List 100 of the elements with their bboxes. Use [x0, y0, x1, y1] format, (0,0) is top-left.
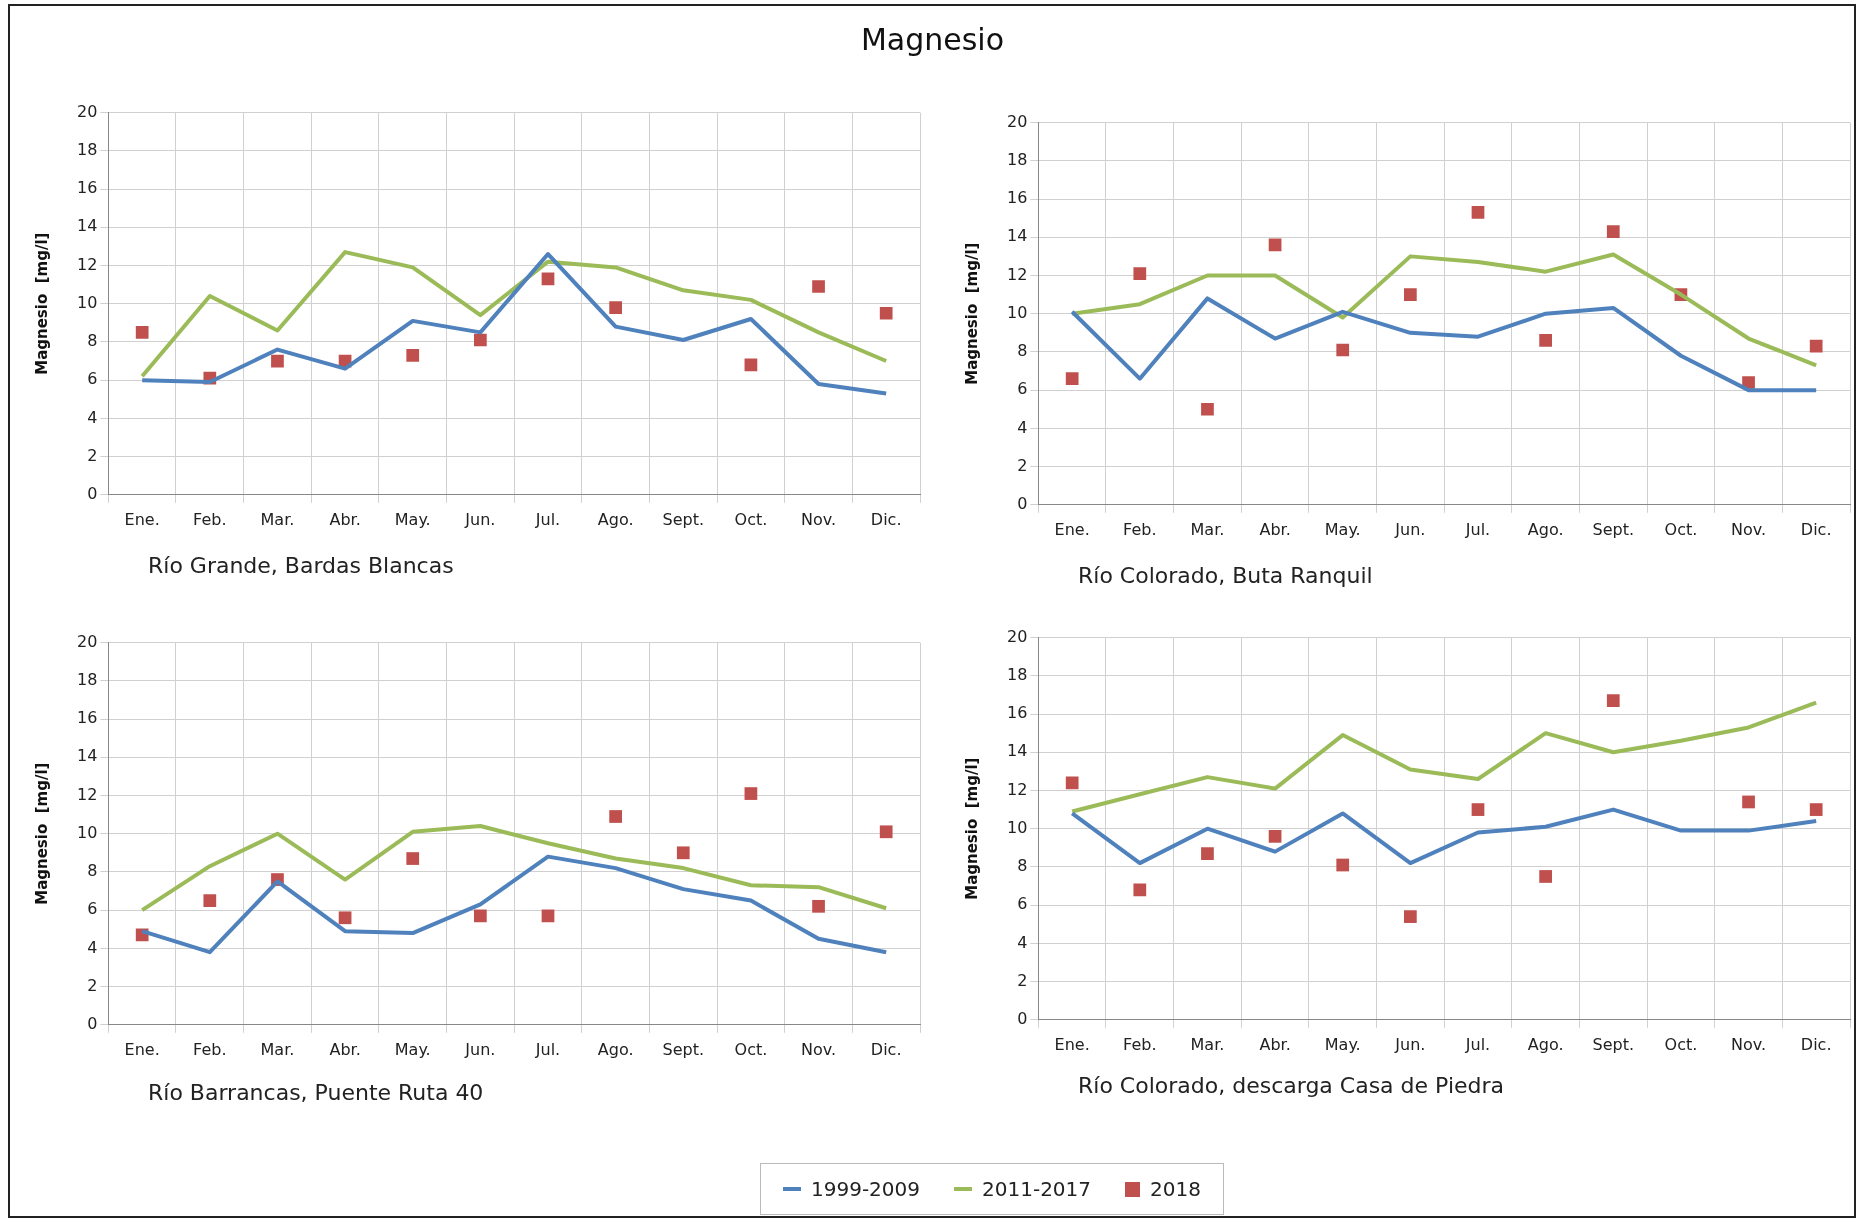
- point: [812, 280, 825, 293]
- y-tick-label: 4: [87, 407, 98, 427]
- y-tick-label: 16: [1007, 188, 1028, 208]
- point: [1471, 206, 1485, 219]
- text: Río Colorado, Buta Ranquil: [1078, 563, 1373, 588]
- point: [676, 846, 690, 860]
- x-tick-label: Abr.: [1259, 1034, 1291, 1054]
- chart-title: Magnesio: [859, 22, 1006, 57]
- y-tick-label: 6: [87, 369, 98, 389]
- x-tick-label: Oct.: [734, 1039, 768, 1059]
- point: [338, 911, 352, 925]
- y-tick-label: 4: [1017, 932, 1028, 952]
- x-tick-label: Ago.: [597, 509, 634, 529]
- y-tick-label: 8: [1017, 856, 1028, 876]
- x-tick-label: Jul.: [1464, 519, 1491, 539]
- x-tick-label: Oct.: [734, 509, 768, 529]
- point: [1742, 795, 1755, 809]
- y-tick-label: 10: [77, 822, 98, 842]
- x-tick-label: Jul.: [1464, 1034, 1491, 1054]
- point: [879, 825, 893, 839]
- point: [744, 358, 758, 372]
- text: Río Grande, Bardas Blancas: [148, 553, 454, 578]
- y-tick-label: 8: [87, 861, 98, 881]
- x-tick-label: Mar.: [1190, 1034, 1225, 1054]
- x-tick-label: Jun.: [1394, 1034, 1426, 1054]
- y-tick-label: 12: [1007, 779, 1028, 799]
- x-tick-label: Oct.: [1664, 519, 1698, 539]
- y-tick-label: 0: [87, 1013, 98, 1033]
- y-tick-label: 20: [77, 631, 98, 651]
- point: [271, 354, 284, 368]
- point: [1404, 288, 1417, 301]
- x-tick-label: Sept.: [662, 509, 705, 529]
- y-axis-title: Magnesio [mg/l]: [962, 242, 981, 385]
- y-tick-label: 4: [1017, 417, 1028, 437]
- point: [1336, 858, 1350, 872]
- x-tick-label: Ago.: [1527, 519, 1564, 539]
- x-tick-label: Jul.: [534, 1039, 561, 1059]
- y-tick-label: 2: [1017, 970, 1028, 990]
- x-tick-label: Mar.: [260, 1039, 295, 1059]
- x-tick-label: Nov.: [801, 509, 837, 529]
- x-tick-label: Jul.: [534, 509, 561, 529]
- y-tick-label: 18: [1007, 149, 1028, 169]
- x-tick-label: Abr.: [329, 509, 361, 529]
- y-tick-label: 14: [1007, 226, 1028, 246]
- y-tick-label: 20: [77, 101, 98, 121]
- point: [474, 909, 487, 923]
- point: [541, 272, 555, 286]
- y-axis-title: Magnesio [mg/l]: [32, 762, 51, 905]
- x-tick-label: Abr.: [329, 1039, 361, 1059]
- y-tick-label: 2: [87, 445, 98, 465]
- x-tick-label: Sept.: [662, 1039, 705, 1059]
- y-tick-label: 18: [1007, 664, 1028, 684]
- point: [1268, 829, 1282, 843]
- x-tick-label: Dic.: [870, 509, 902, 529]
- point: [1133, 267, 1147, 280]
- x-tick-label: Oct.: [1664, 1034, 1698, 1054]
- x-tick-label: Sept.: [1592, 519, 1635, 539]
- point: [1539, 870, 1552, 883]
- x-tick-label: Nov.: [1731, 1034, 1767, 1054]
- point: [879, 306, 893, 320]
- x-tick-label: Ene.: [1054, 519, 1090, 539]
- x-tick-label: Ago.: [1527, 1034, 1564, 1054]
- x-tick-label: Mar.: [260, 509, 295, 529]
- point: [203, 894, 217, 907]
- y-tick-label: 12: [77, 784, 98, 804]
- y-tick-label: 6: [87, 899, 98, 919]
- point: [1336, 343, 1350, 357]
- y-tick-label: 20: [1007, 626, 1028, 646]
- y-tick-label: 20: [1007, 111, 1028, 131]
- point: [609, 810, 622, 823]
- y-tick-label: 12: [1007, 264, 1028, 284]
- x-tick-label: Mar.: [1190, 519, 1225, 539]
- x-tick-label: Abr.: [1259, 519, 1291, 539]
- y-axis-title: Magnesio [mg/l]: [962, 757, 981, 900]
- x-tick-label: May.: [394, 1039, 431, 1059]
- point: [1133, 883, 1147, 897]
- legend-label: 1999-2009: [811, 1177, 921, 1201]
- y-tick-label: 18: [77, 669, 98, 689]
- text: Río Colorado, descarga Casa de Piedra: [1078, 1073, 1505, 1098]
- x-tick-label: Ene.: [1054, 1034, 1090, 1054]
- x-tick-label: Ago.: [597, 1039, 634, 1059]
- x-tick-label: Ene.: [124, 1039, 160, 1059]
- legend-label: 2018: [1150, 1177, 1201, 1201]
- legend-label: 2011-2017: [982, 1177, 1092, 1201]
- y-tick-label: 12: [77, 254, 98, 274]
- x-tick-label: Feb.: [1123, 1034, 1157, 1054]
- y-tick-label: 0: [1017, 1008, 1028, 1028]
- point: [474, 333, 487, 347]
- y-tick-label: 18: [77, 139, 98, 159]
- x-tick-label: May.: [1324, 1034, 1361, 1054]
- x-tick-label: May.: [1324, 519, 1361, 539]
- point: [1065, 776, 1079, 790]
- y-tick-label: 10: [1007, 302, 1028, 322]
- point: [744, 787, 758, 800]
- y-tick-label: 10: [1007, 817, 1028, 837]
- point: [406, 348, 420, 362]
- x-tick-label: Jun.: [464, 509, 496, 529]
- point: [1201, 402, 1214, 416]
- y-tick-label: 6: [1017, 379, 1028, 399]
- x-tick-label: Dic.: [1800, 1034, 1832, 1054]
